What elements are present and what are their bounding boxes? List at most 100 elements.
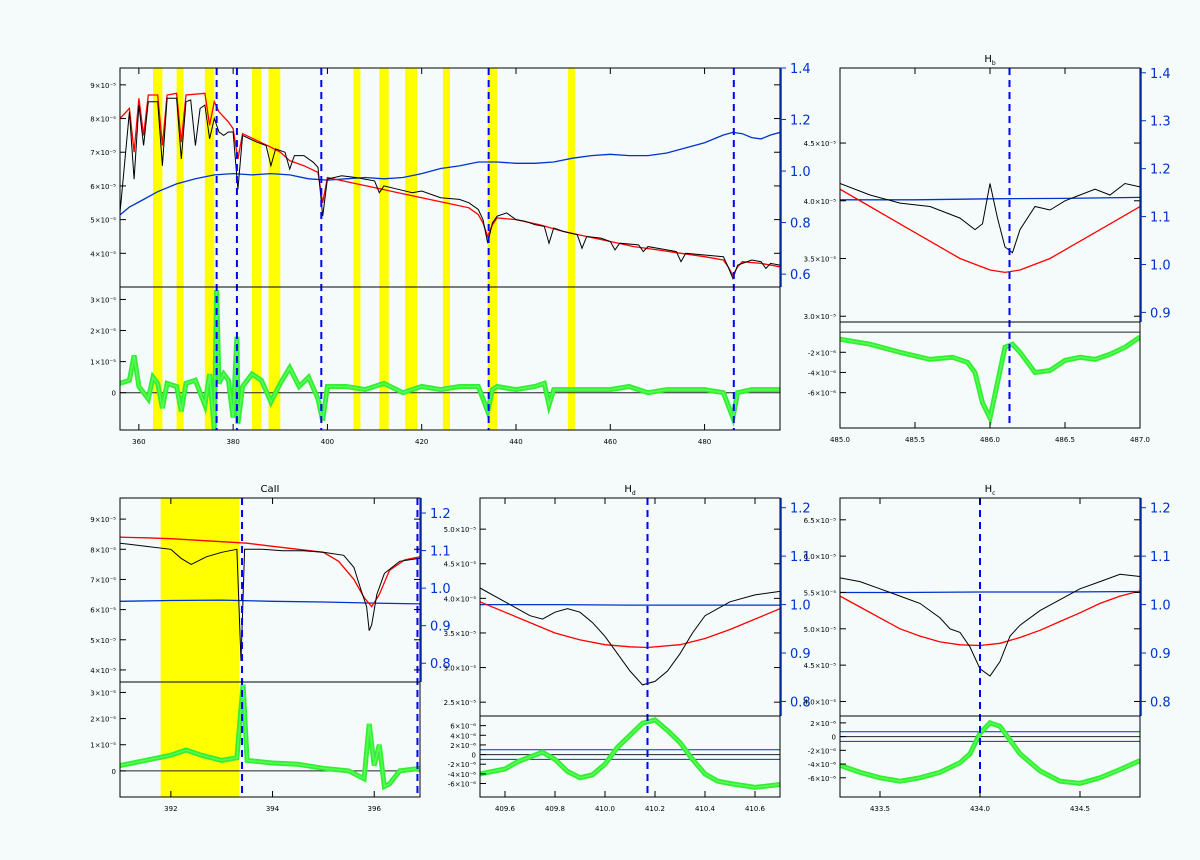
y-tick-label: 2.5×10⁻⁵: [444, 699, 477, 707]
residual-tick-label: -4×10⁻⁶: [808, 369, 836, 377]
residual-tick-label: -2×10⁻⁶: [808, 349, 836, 357]
spectrum-line: [480, 587, 780, 686]
plot-frame: [839, 67, 1141, 429]
y-tick-label: 4.5×10⁻⁵: [804, 662, 837, 670]
chart-title: Hb: [984, 54, 996, 67]
residual-line: [120, 684, 420, 788]
x-tick-label: 486.0: [980, 436, 1000, 444]
chart-panel-caii: 4×10⁻⁵ 5×10⁻⁵ 6×10⁻⁵ 7×10⁻⁵ 8×10⁻⁵ 9×10⁻⁵ 0 1×1…: [90, 484, 450, 813]
right-tick-label: 0.9: [430, 620, 451, 635]
y-tick-label: 6.0×10⁻⁵: [804, 553, 837, 561]
residual-tick-label: 3×10⁻⁵: [90, 689, 116, 697]
x-tick-label: 433.5: [870, 805, 890, 813]
x-tick-label: 410.2: [645, 805, 665, 813]
y-tick-label: 5.0×10⁻⁵: [444, 526, 477, 534]
residual-tick-label: -4×10⁻⁶: [448, 771, 476, 779]
spectrum-line: [120, 542, 420, 661]
x-tick-label: 486.5: [1055, 436, 1075, 444]
residual-tick-label: 6×10⁻⁶: [450, 723, 476, 731]
chart-panel-hd: 2.5×10⁻⁵ 3.0×10⁻⁵ 3.5×10⁻⁵ 4.0×10⁻⁵ 4.5×10⁻⁵…: [444, 484, 811, 813]
x-tick-label: 360: [132, 438, 145, 446]
x-tick-label: 440: [509, 438, 522, 446]
right-tick-label: 0.9: [1150, 647, 1171, 662]
residual-line: [480, 719, 780, 789]
x-tick-label: 485.0: [830, 436, 850, 444]
residual-line: [840, 336, 1140, 421]
residual-tick-label: 2×10⁻⁶: [810, 720, 836, 728]
mask-band: [176, 68, 184, 430]
x-tick-label: 420: [415, 438, 428, 446]
residual-tick-label: 0: [832, 734, 836, 742]
ratio-line: [840, 590, 1140, 594]
residual-tick-label: 1×10⁻⁵: [90, 742, 116, 750]
x-tick-label: 410.0: [595, 805, 615, 813]
x-tick-label: 400: [321, 438, 334, 446]
right-tick-label: 1.2: [1150, 163, 1171, 178]
model-line: [840, 590, 1140, 647]
mask-band: [204, 68, 215, 430]
plot-frame: [119, 67, 781, 431]
model-line: [480, 601, 780, 649]
y-tick-label: 4.5×10⁻⁵: [804, 140, 837, 148]
right-tick-label: 1.2: [1150, 502, 1171, 517]
y-tick-label: 6×10⁻⁵: [90, 183, 116, 191]
y-tick-label: 8×10⁻⁵: [90, 546, 116, 554]
x-tick-label: 434.5: [1070, 805, 1090, 813]
right-tick-label: 1.0: [790, 165, 811, 180]
plot-frame: [839, 497, 1141, 798]
plot-frame: [119, 497, 421, 798]
y-tick-label: 3.5×10⁻⁵: [444, 630, 477, 638]
mask-band: [353, 68, 361, 430]
x-tick-label: 409.8: [545, 805, 565, 813]
right-tick-label: 0.9: [790, 647, 811, 662]
spectrum-line: [120, 97, 780, 281]
y-tick-label: 9×10⁻⁵: [90, 82, 116, 90]
model-line: [840, 188, 1140, 274]
residual-line: [840, 335, 1140, 426]
residual-tick-label: -6×10⁻⁶: [808, 390, 836, 398]
y-tick-label: 6×10⁻⁵: [90, 607, 116, 615]
chart-title: Hd: [624, 484, 636, 497]
y-tick-label: 4.0×10⁻⁵: [804, 698, 837, 706]
mask-band: [487, 68, 498, 430]
residual-tick-label: -6×10⁻⁶: [448, 781, 476, 789]
right-tick-label: 1.1: [790, 550, 811, 565]
right-tick-label: 1.2: [790, 114, 811, 129]
residual-tick-label: 0: [472, 752, 476, 760]
right-tick-label: 1.2: [790, 502, 811, 517]
chart-panel-main: 4×10⁻⁵ 5×10⁻⁵ 6×10⁻⁵ 7×10⁻⁵ 8×10⁻⁵ 9×10⁻⁵ 0 1×1…: [90, 62, 810, 446]
residual-tick-label: -2×10⁻⁶: [808, 747, 836, 755]
residual-tick-label: 0: [112, 390, 116, 398]
x-tick-label: 410.6: [745, 805, 766, 813]
x-tick-label: 480: [698, 438, 711, 446]
ratio-line: [840, 196, 1140, 201]
x-tick-label: 394: [266, 805, 280, 813]
y-tick-label: 5.5×10⁻⁵: [804, 589, 837, 597]
y-tick-label: 3.0×10⁻⁵: [804, 313, 837, 321]
residual-tick-label: -2×10⁻⁶: [448, 761, 476, 769]
right-tick-label: 1.2: [430, 507, 451, 522]
x-tick-label: 434.0: [970, 805, 990, 813]
y-tick-label: 4×10⁻⁵: [90, 250, 116, 258]
right-tick-label: 1.0: [790, 599, 811, 614]
x-tick-label: 396: [368, 805, 382, 813]
right-tick-label: 1.0: [430, 582, 451, 597]
right-tick-label: 1.1: [430, 545, 451, 560]
x-tick-label: 485.5: [905, 436, 925, 444]
right-tick-label: 0.8: [790, 217, 811, 232]
y-tick-label: 7×10⁻⁵: [90, 576, 116, 584]
y-tick-label: 5×10⁻⁵: [90, 217, 116, 225]
right-tick-label: 1.1: [1150, 550, 1171, 565]
y-tick-label: 3.0×10⁻⁵: [444, 665, 477, 673]
y-tick-label: 9×10⁻⁵: [90, 516, 116, 524]
y-tick-label: 4.0×10⁻⁵: [444, 595, 477, 603]
spectrum-line: [840, 573, 1140, 677]
residual-tick-label: -6×10⁻⁶: [808, 775, 836, 783]
y-tick-label: 8×10⁻⁵: [90, 116, 116, 124]
x-tick-label: 392: [164, 805, 177, 813]
right-tick-label: 0.8: [790, 695, 811, 710]
residual-tick-label: -4×10⁻⁶: [808, 761, 836, 769]
ratio-line: [120, 131, 780, 216]
right-tick-label: 1.3: [1150, 115, 1171, 130]
